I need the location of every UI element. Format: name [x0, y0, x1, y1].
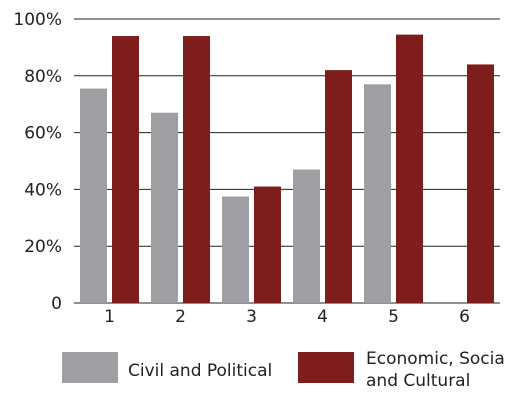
bar-economic-social-cultural [396, 34, 423, 304]
bar-civil-political [364, 84, 391, 303]
bar-economic-social-cultural [183, 36, 210, 303]
y-tick-label: 20% [24, 237, 62, 257]
x-tick-label: 3 [246, 307, 257, 327]
bar-civil-political [80, 88, 107, 303]
bar-civil-political [151, 112, 178, 303]
y-axis-tick-labels: 0 20% 40% 60% 80% 100% [13, 10, 62, 314]
x-tick-label: 2 [175, 307, 186, 327]
legend-swatch-economic-social-cultural [298, 352, 354, 383]
x-tick-label: 4 [317, 307, 328, 327]
x-axis-tick-labels: 1 2 3 4 5 6 [104, 307, 470, 327]
bar-civil-political [293, 169, 320, 303]
bar-economic-social-cultural [467, 64, 494, 303]
x-tick-label: 5 [388, 307, 399, 327]
bar-economic-social-cultural [325, 70, 352, 304]
y-tick-label: 0 [51, 294, 62, 314]
x-tick-label: 6 [459, 307, 470, 327]
bar-economic-social-cultural [254, 186, 281, 303]
x-tick-label: 1 [104, 307, 115, 327]
bars [80, 34, 494, 304]
legend-label-economic-social-cultural: Economic, Socia and Cultural [366, 349, 505, 391]
legend-swatch-civil-political [62, 352, 118, 383]
y-tick-label: 40% [24, 180, 62, 200]
y-tick-label: 80% [24, 67, 62, 87]
legend: Civil and Political Economic, Socia and … [0, 349, 508, 394]
gridlines [74, 18, 500, 304]
y-tick-label: 60% [24, 124, 62, 144]
bar-economic-social-cultural [112, 36, 139, 303]
legend-label-civil-political: Civil and Political [128, 361, 273, 381]
bar-civil-political [222, 196, 249, 303]
bar-chart: 0 20% 40% 60% 80% 100% 1 2 3 4 5 6 [13, 10, 500, 327]
y-tick-label: 100% [13, 10, 62, 30]
